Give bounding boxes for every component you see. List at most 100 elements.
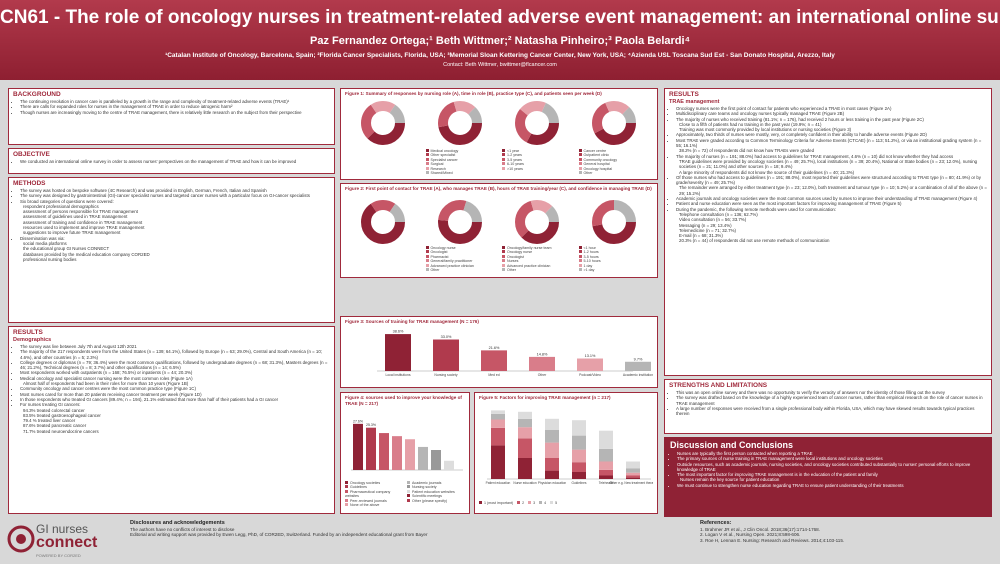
methods-subitem: social media platforms <box>23 240 67 246</box>
tick-label: Other e.g. New treatment therapy <box>609 481 653 485</box>
donut-slice <box>515 199 559 244</box>
bar <box>379 433 389 470</box>
stacked-bar-segment <box>572 471 586 479</box>
figure-4-title: Figure 4: sources used to improve your k… <box>345 395 462 406</box>
stacked-bar-segment <box>626 475 640 478</box>
figure-4-legend: Oncology societies Guidelines Pharmaceutic… <box>345 481 465 507</box>
donut-slice <box>361 100 405 145</box>
results-subitem: Messaging (n = 29; 13.4%) <box>679 222 732 228</box>
tick-label: Academic institution <box>623 373 653 377</box>
legend-entry: Nursing society <box>407 485 465 489</box>
bar <box>418 446 428 470</box>
discussion-item: The primary sources of nurse training in… <box>677 456 986 461</box>
figure-5-legend: 1 (most important) 2 3 4 5 <box>479 500 653 505</box>
donut-1b <box>438 100 482 145</box>
tick-label: Nursing society <box>434 373 457 377</box>
legend-2c: Oncology/family nurse team Oncology nurse… <box>502 246 579 272</box>
objective-heading: Objective <box>13 151 50 158</box>
donut-slice <box>361 100 405 145</box>
results-subitem: Telemedicine (n = 71; 32.7%) <box>679 227 736 233</box>
reference-item: 2. Logan V et al., Nursing Open. 2021;8:… <box>700 532 801 538</box>
disclosures: Disclosures and acknowledgements The aut… <box>130 520 600 538</box>
figure-4-bar-chart: 27.6%25.3% <box>351 419 463 471</box>
donut-slice <box>515 100 559 145</box>
legend-entry: Community oncology <box>578 157 656 162</box>
results-subitem: 79.4 % treated liver cancer <box>23 418 76 424</box>
methods-item: The survey was designed by gastrointesti… <box>20 193 330 198</box>
bar-label: 14.8% <box>537 352 548 356</box>
discussion-item: We must continue to strengthen nurse edu… <box>677 483 986 488</box>
results-item: Medical oncology and specialist cancer n… <box>20 376 330 381</box>
bar-label: 13.1% <box>585 354 596 358</box>
disclosures-heading: Disclosures and acknowledgements <box>130 520 225 526</box>
methods-heading: Methods <box>13 180 46 187</box>
legend-entry: Cancer centre <box>578 149 656 153</box>
results-item: The survey was live between July 7th and… <box>20 344 330 349</box>
background-section: Background The continuing revolution in … <box>8 88 335 145</box>
stacked-bar-segment <box>518 418 532 427</box>
donut-slice <box>438 100 482 145</box>
stacked-bar-segment <box>626 461 640 468</box>
legend-entry: <1 year <box>502 149 579 153</box>
legend-2a <box>349 246 426 272</box>
results-subitem: 71.7% treated neuroendocrine cancers <box>23 428 99 434</box>
figure-2-donuts <box>361 199 636 244</box>
methods-subitem: professional nursing bodies <box>23 256 77 262</box>
bar <box>433 339 459 371</box>
legend-entry: >1 day <box>578 268 656 272</box>
stacked-bar-segment <box>518 437 532 458</box>
logo-powered: POWERED BY COR2ED <box>36 553 81 558</box>
methods-subitem: assessment of persons responsible for TR… <box>23 209 138 215</box>
donut-slice <box>361 100 405 145</box>
results-subitem: 20.3% (n = 44) of respondents did not us… <box>679 238 830 244</box>
legend-entry: Guidelines <box>345 485 403 489</box>
donut-slice <box>438 199 482 244</box>
stacked-bar-segment <box>626 468 640 473</box>
methods-subitem: assessment of training and confidence in… <box>23 219 143 225</box>
stacked-bar-segment <box>545 429 559 443</box>
bar-label: 27.6% <box>353 419 363 423</box>
legend-entry: Oncology societies <box>345 481 403 485</box>
results-item: During the pandemic, the following remot… <box>676 207 987 212</box>
figure-1: Figure 1: Summary of responses by nursin… <box>340 88 658 180</box>
donut-2d <box>592 199 636 244</box>
legend-entry: Scientific meetings <box>407 494 465 498</box>
legend-entry: Other <box>425 268 503 272</box>
bar <box>366 427 376 470</box>
bar <box>392 436 402 470</box>
donut-2a <box>361 199 405 244</box>
legend-1b: Medical oncology Other specialist Speciali… <box>425 149 503 175</box>
figure-1-donuts <box>361 100 636 145</box>
methods-subitem: assessment of guidelines used in TRAE ma… <box>23 214 128 220</box>
stacked-bar-segment <box>572 461 586 472</box>
legend-entry: None of the above <box>345 503 403 507</box>
stacked-bar-segment <box>518 457 532 479</box>
objective-item: We conducted an international online sur… <box>20 159 330 164</box>
donut-slice <box>438 100 482 145</box>
results-item: The majority of nurses (n = 191; 88.0%) … <box>676 154 987 159</box>
disclosures-line: The authors have no conflicts of interes… <box>130 526 235 532</box>
results-item: The majority of nurses who received trai… <box>676 117 987 122</box>
bar-label: 21.6% <box>489 345 500 349</box>
stacked-bar-segment <box>599 430 613 449</box>
tick-label: Podcast/Video <box>579 373 601 377</box>
methods-subitem: suggestions to improve future TRAE manag… <box>23 230 121 236</box>
results-heading: Results <box>13 329 43 336</box>
bar-label: 9.7% <box>634 357 643 361</box>
gi-nurses-connect-logo: GI nurses connect POWERED BY COR2ED <box>6 520 116 560</box>
stacked-bar-segment <box>491 419 505 428</box>
figure-5: Figure 5: Factors for improving TRAE man… <box>474 392 658 514</box>
legend-entry: 1 day <box>578 263 656 268</box>
legend-entry: 3-5 years <box>502 157 579 162</box>
donut-slice <box>515 199 559 244</box>
results-item: Most nurses cared for more than 20 patie… <box>20 392 330 397</box>
methods-item: The survey was hosted on bespoke softwar… <box>20 188 330 193</box>
methods-subitem: respondent professional demographics <box>23 203 99 209</box>
donut-slice <box>515 100 559 145</box>
objective-section: Objective We conducted an international … <box>8 148 335 174</box>
stacked-bar-segment <box>491 427 505 445</box>
tick-label: Local institutions <box>385 373 410 377</box>
reference-item: 1. Brahmer JR et al., J Clin Oncol. 2018… <box>700 526 821 532</box>
stacked-bar-segment <box>545 418 559 430</box>
legend-entry: 2 <box>517 500 524 505</box>
